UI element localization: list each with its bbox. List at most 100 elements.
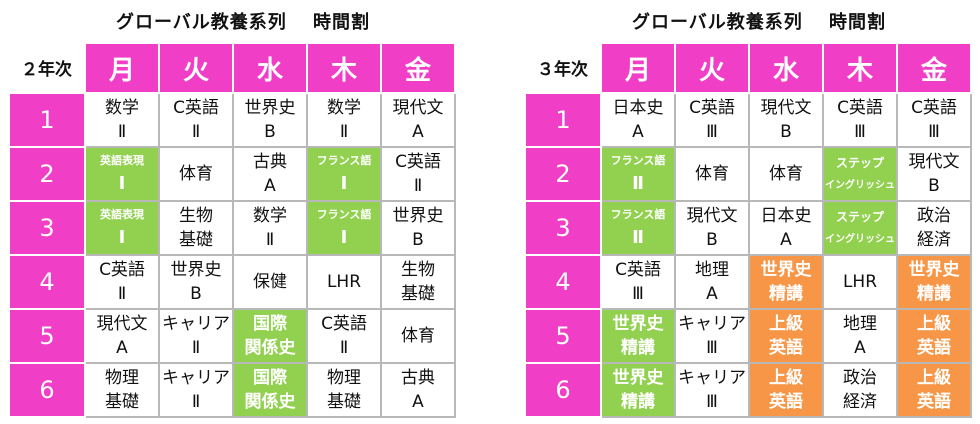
subject-name: ステップ <box>835 156 884 170</box>
subject-name: 政治 <box>917 206 951 226</box>
period-row: 3 フランス語 Ⅱ 現代文 B 日本史 A ステップ イングリッシュ 政治 経済 <box>524 200 972 256</box>
subject-name: 世界史 <box>612 368 664 388</box>
period-number: 4 <box>524 254 602 310</box>
subject-level: A <box>706 284 718 304</box>
subject-name: フランス語 <box>316 154 372 167</box>
subject-level: イングリッシュ <box>825 180 895 191</box>
subject-level: Ⅱ <box>191 122 201 142</box>
period-number: 3 <box>8 200 86 256</box>
subject-name: 国際 <box>253 314 287 334</box>
period-number: 6 <box>8 362 86 418</box>
subject-cell: 生物 基礎 <box>380 254 456 310</box>
subject-level: Ⅱ <box>117 284 127 304</box>
subject-name: 体育 <box>769 164 803 184</box>
period-row: 2 英語表現 Ⅰ 体育 古典 A フランス語 Ⅰ C英語 Ⅱ <box>8 146 456 202</box>
year-label: ３年次 <box>525 43 601 93</box>
subject-level: Ⅲ <box>706 392 718 412</box>
subject-name: 世界史 <box>244 98 296 118</box>
subject-name: 古典 <box>253 152 287 172</box>
period-row: 3 英語表現 Ⅰ 生物 基礎 数学 Ⅱ フランス語 Ⅰ 世界史 B <box>8 200 456 256</box>
subject-level: 基礎 <box>327 392 361 412</box>
subject-level: Ⅲ <box>928 122 940 142</box>
subject-name: 政治 <box>843 368 877 388</box>
subject-cell: 体育 <box>674 146 750 202</box>
subject-cell: 日本史 A <box>748 200 824 256</box>
subject-name: キャリア <box>678 314 746 334</box>
subject-level: Ⅱ <box>265 230 275 250</box>
subject-name: 生物 <box>179 206 213 226</box>
subject-name: 上級 <box>917 314 951 334</box>
subject-name: 世界史 <box>760 260 812 280</box>
subject-name: 現代文 <box>392 98 444 118</box>
period-number: 5 <box>8 308 86 364</box>
subject-name: C英語 <box>99 260 145 280</box>
subject-level: Ⅱ <box>117 122 127 142</box>
subject-cell: 世界史 B <box>380 200 456 256</box>
subject-name: 現代文 <box>760 98 812 118</box>
header-row: ２年次月火水木金 <box>9 42 456 94</box>
subject-level: 英語 <box>917 338 951 358</box>
subject-name: 数学 <box>327 98 361 118</box>
subject-name: C英語 <box>689 98 735 118</box>
subject-name: 上級 <box>769 314 803 334</box>
subject-name: 体育 <box>179 164 213 184</box>
subject-name: フランス語 <box>316 208 372 221</box>
subject-cell: 現代文 A <box>380 92 456 148</box>
subject-name: C英語 <box>837 98 883 118</box>
subject-level: 経済 <box>843 392 877 412</box>
subject-level: B <box>706 230 718 250</box>
subject-level: 基礎 <box>179 230 213 250</box>
period-row: 2 フランス語 Ⅱ 体育 体育 ステップ イングリッシュ 現代文 B <box>524 146 972 202</box>
subject-level: A <box>264 176 276 196</box>
subject-level: Ⅱ <box>632 173 644 194</box>
period-row: 5 現代文 A キャリア Ⅱ 国際 関係史 C英語 Ⅱ 体育 <box>8 308 456 364</box>
subject-name: 日本史 <box>760 206 812 226</box>
subject-level: 関係史 <box>244 338 296 358</box>
subject-name: C英語 <box>173 98 219 118</box>
header-row: ３年次月火水木金 <box>525 42 972 94</box>
subject-cell: フランス語 Ⅱ <box>600 146 676 202</box>
subject-level: Ⅰ <box>118 227 126 248</box>
subject-level: 経済 <box>917 230 951 250</box>
subject-name: 地理 <box>695 260 729 280</box>
subject-level: B <box>190 284 202 304</box>
subject-name: キャリア <box>678 368 746 388</box>
subject-level: B <box>928 176 940 196</box>
subject-cell: LHR <box>306 254 382 310</box>
subject-cell: 地理 A <box>674 254 750 310</box>
subject-level: 精講 <box>769 284 803 304</box>
subject-name: 英語表現 <box>100 208 144 221</box>
subject-name: 日本史 <box>612 98 664 118</box>
day-header: 火 <box>158 42 234 94</box>
subject-cell: 政治 経済 <box>896 200 972 256</box>
subject-cell: C英語 Ⅱ <box>380 146 456 202</box>
subject-cell: 世界史 精講 <box>896 254 972 310</box>
day-header: 木 <box>306 42 382 94</box>
subject-level: A <box>780 230 792 250</box>
subject-cell: フランス語 Ⅰ <box>306 146 382 202</box>
subject-level: Ⅲ <box>632 284 644 304</box>
day-header: 水 <box>748 42 824 94</box>
period-number: 2 <box>8 146 86 202</box>
period-row: 5 世界史 精講 キャリア Ⅲ 上級 英語 地理 A 上級 英語 <box>524 308 972 364</box>
subject-name: 世界史 <box>908 260 960 280</box>
timetable-grade3: ３年次月火水木金 1 日本史 A C英語 Ⅲ 現代文 B C英語 Ⅲ C英語 Ⅲ 2 フランス語 Ⅱ 体育 体育… <box>524 42 972 418</box>
subject-cell: 上級 英語 <box>748 308 824 364</box>
subject-cell: C英語 Ⅲ <box>600 254 676 310</box>
subject-cell: C英語 Ⅱ <box>158 92 234 148</box>
subject-cell: 現代文 B <box>674 200 750 256</box>
subject-level: 精講 <box>917 284 951 304</box>
subject-name: 世界史 <box>612 314 664 334</box>
period-row: 1 日本史 A C英語 Ⅲ 現代文 B C英語 Ⅲ C英語 Ⅲ <box>524 92 972 148</box>
subject-level: Ⅱ <box>413 176 423 196</box>
subject-level: A <box>412 122 424 142</box>
subject-cell: 現代文 B <box>896 146 972 202</box>
subject-level: Ⅰ <box>118 173 126 194</box>
period-row: 4 C英語 Ⅲ 地理 A 世界史 精講 LHR 世界史 精講 <box>524 254 972 310</box>
subject-level: イングリッシュ <box>825 234 895 245</box>
period-row: 6 物理 基礎 キャリア Ⅱ 国際 関係史 物理 基礎 古典 A <box>8 362 456 418</box>
subject-cell: フランス語 Ⅱ <box>600 200 676 256</box>
subject-cell: 英語表現 Ⅰ <box>84 200 160 256</box>
period-number: 5 <box>524 308 602 364</box>
period-number: 6 <box>524 362 602 418</box>
